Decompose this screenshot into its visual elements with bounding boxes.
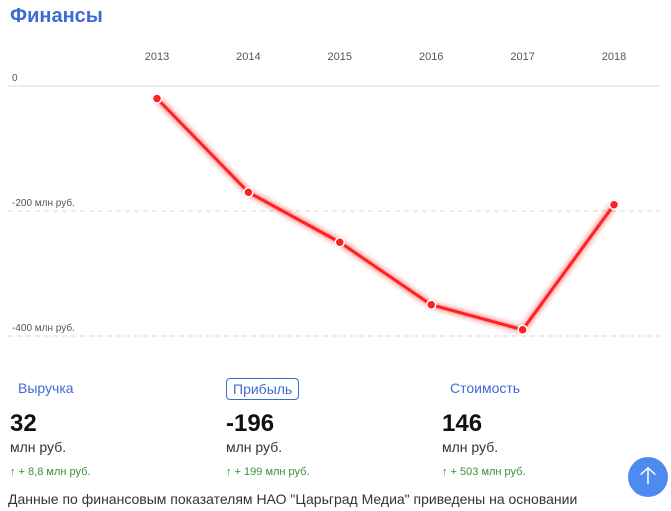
- data-point[interactable]: [608, 199, 620, 210]
- metric-profit-delta: ↑ + 199 млн руб.: [226, 466, 310, 478]
- y-tick-label: -200 млн руб.: [12, 197, 75, 209]
- metric-value: 146 млн руб. ↑ + 503 млн руб.: [442, 410, 526, 478]
- y-tick-label: 0: [12, 73, 18, 84]
- metric-revenue: 32 млн руб. ↑ + 8,8 млн руб.: [10, 410, 90, 478]
- x-tick-label: 2016: [419, 51, 443, 63]
- metric-revenue-value: 32: [10, 410, 37, 437]
- data-point[interactable]: [243, 187, 254, 198]
- metric-profit-unit: млн руб.: [226, 439, 283, 455]
- metric-profit: -196 млн руб. ↑ + 199 млн руб.: [226, 410, 310, 478]
- arrow-up-icon: 🡡: [639, 462, 657, 489]
- scroll-to-top-button[interactable]: 🡡: [628, 457, 668, 497]
- x-tick-label: 2013: [145, 51, 169, 63]
- data-point[interactable]: [425, 299, 437, 310]
- data-point[interactable]: [517, 324, 528, 335]
- section-title: Финансы: [10, 5, 103, 27]
- tab-revenue[interactable]: Выручка: [18, 380, 74, 396]
- x-tick-label: 2018: [602, 51, 626, 63]
- x-tick-label: 2017: [510, 51, 534, 63]
- metric-value-unit: млн руб.: [442, 439, 499, 455]
- x-tick-label: 2014: [236, 51, 260, 63]
- data-point[interactable]: [151, 93, 163, 104]
- x-tick-label: 2015: [328, 51, 352, 63]
- profit-line-chart: 2013 2014 2015 2016 2017 2018 0 -200 млн руб. -…: [8, 51, 660, 337]
- y-tick-label: -400 млн руб.: [12, 322, 75, 334]
- data-point[interactable]: [334, 237, 346, 248]
- tab-profit[interactable]: Прибыль: [226, 378, 300, 400]
- metric-value-delta: ↑ + 503 млн руб.: [442, 466, 526, 478]
- tab-value[interactable]: Стоимость: [450, 380, 521, 396]
- metric-revenue-unit: млн руб.: [10, 439, 67, 455]
- footnote-text: Данные по финансовым показателям НАО "Ца…: [8, 491, 578, 507]
- metric-revenue-delta: ↑ + 8,8 млн руб.: [10, 466, 91, 478]
- series-line: [155, 97, 616, 332]
- metric-profit-value: -196: [226, 410, 275, 437]
- metric-value-value: 146: [442, 410, 483, 437]
